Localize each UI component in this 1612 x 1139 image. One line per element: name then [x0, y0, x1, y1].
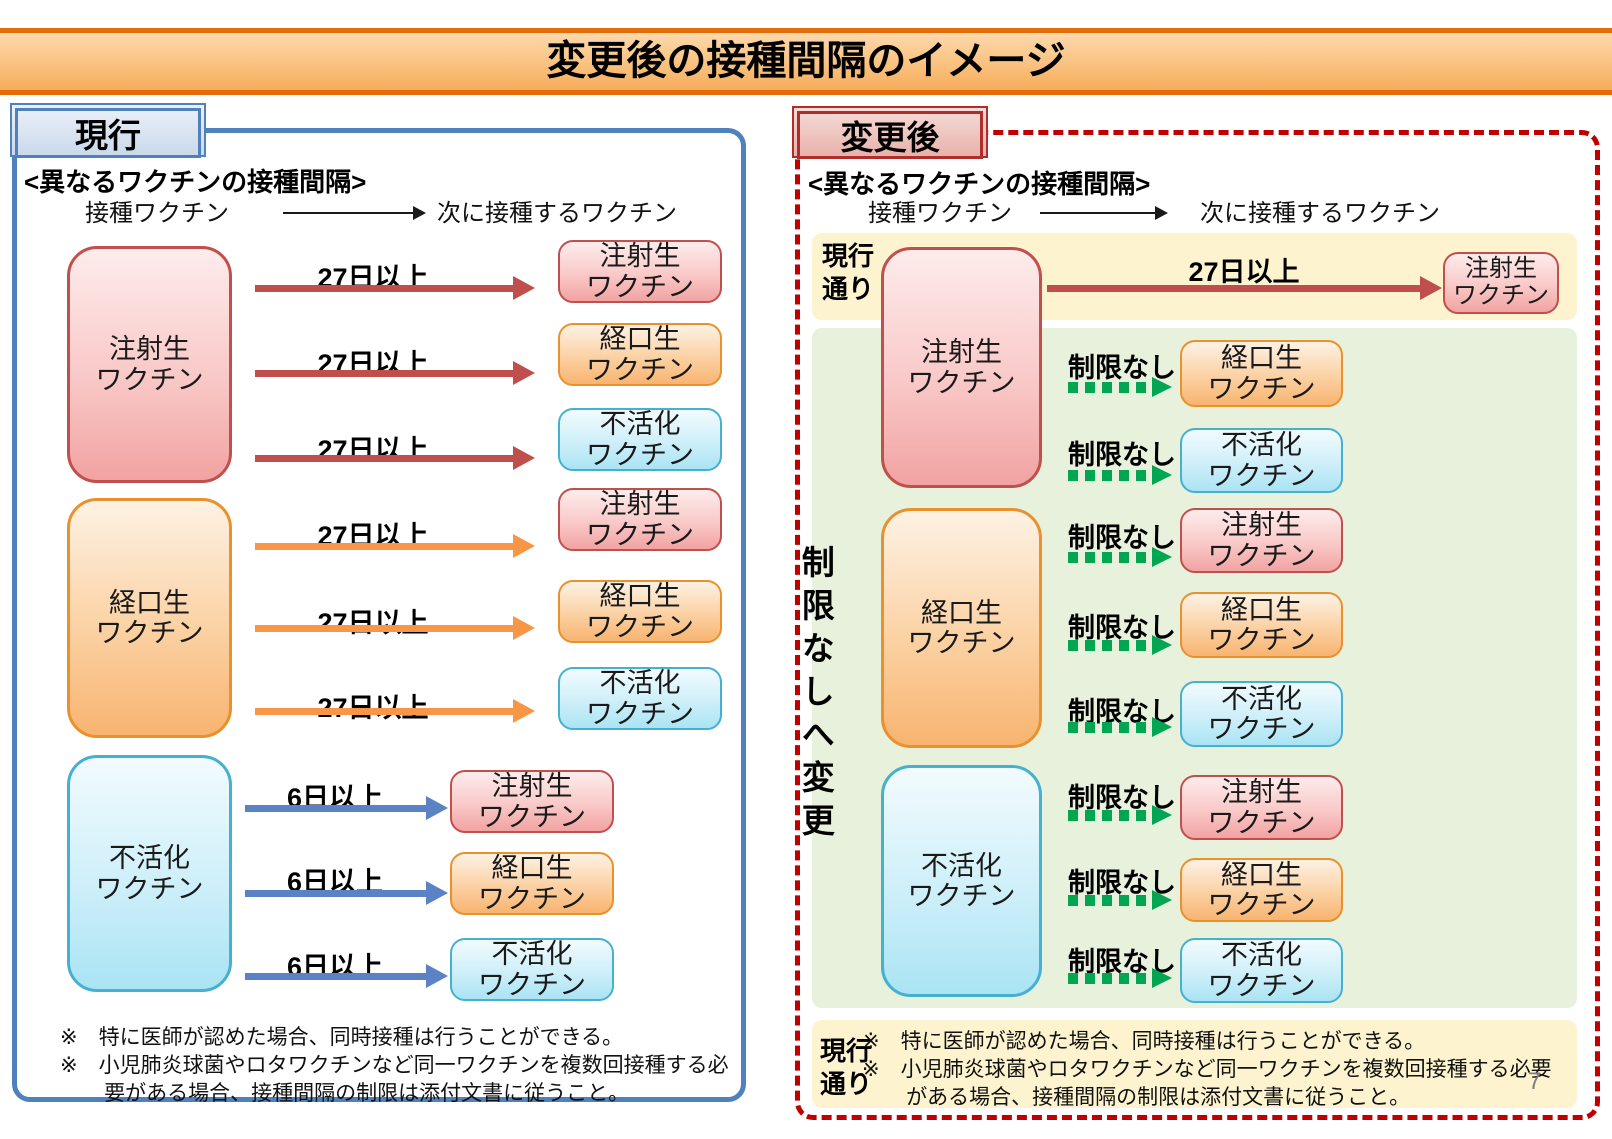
- target-box-injectable-live: 注射生 ワクチン: [558, 240, 722, 303]
- changed-col-to: 次に接種するワクチン: [1200, 200, 1440, 227]
- change-to-no-restriction-label: 制限なしへ変更: [797, 545, 835, 846]
- page-title: 変更後の接種間隔のイメージ: [546, 39, 1066, 83]
- target-box-oral-live: 経口生 ワクチン: [558, 323, 722, 386]
- changed-col-from: 接種ワクチン: [868, 200, 1012, 227]
- top-band-label: 現行 通り: [822, 241, 875, 304]
- target-box-inactivated: 不活化 ワクチン: [450, 938, 614, 1001]
- current-col-from: 接種ワクチン: [85, 200, 229, 227]
- same-as-current-band-bottom: [812, 1020, 1577, 1108]
- current-tab: 現行: [10, 103, 206, 158]
- title-banner: 変更後の接種間隔のイメージ: [0, 28, 1612, 95]
- source-box-oral-live: 経口生 ワクチン: [881, 508, 1042, 748]
- target-box-oral-live: 経口生 ワクチン: [450, 852, 614, 915]
- target-box-injectable-live: 注射生 ワクチン: [558, 488, 722, 551]
- target-box-inactivated: 不活化 ワクチン: [1180, 938, 1343, 1003]
- target-box-oral-live: 経口生 ワクチン: [558, 580, 722, 643]
- source-box-injectable-live: 注射生 ワクチン: [67, 246, 232, 483]
- current-section-title: <異なるワクチンの接種間隔>: [24, 167, 367, 197]
- target-box-inactivated: 不活化 ワクチン: [558, 408, 722, 471]
- note-line: ※ 小児肺炎球菌やロタワクチンなど同一ワクチンを複数回接種する必要がある場合、接…: [60, 1053, 729, 1105]
- bottom-band-label: 現行 通り: [820, 1036, 873, 1099]
- note-line: ※ 特に医師が認めた場合、同時接種は行うことができる。: [862, 1030, 1426, 1053]
- note-line: ※ 小児肺炎球菌やロタワクチンなど同一ワクチンを複数回接種する必要がある場合、接…: [862, 1057, 1552, 1109]
- page-number: 7: [1528, 1068, 1542, 1095]
- current-notes: ※ 特に医師が認めた場合、同時接種は行うことができる。 ※ 小児肺炎球菌やロタワ…: [60, 1024, 746, 1108]
- target-box-injectable-live: 注射生 ワクチン: [450, 770, 614, 833]
- target-box-injectable-live: 注射生 ワクチン: [1443, 252, 1559, 314]
- target-box-injectable-live: 注射生 ワクチン: [1180, 508, 1343, 573]
- column-header-arrow: [283, 206, 426, 220]
- changed-tab: 変更後: [792, 106, 988, 159]
- target-box-oral-live: 経口生 ワクチン: [1180, 592, 1343, 658]
- source-box-inactivated: 不活化 ワクチン: [881, 765, 1042, 997]
- target-box-oral-live: 経口生 ワクチン: [1180, 340, 1343, 407]
- source-box-inactivated: 不活化 ワクチン: [67, 755, 232, 992]
- current-col-to: 次に接種するワクチン: [437, 200, 677, 227]
- current-tab-label: 現行: [15, 108, 201, 158]
- interval-label: 27日以上: [317, 686, 428, 725]
- target-box-oral-live: 経口生 ワクチン: [1180, 858, 1343, 922]
- changed-notes: ※ 特に医師が認めた場合、同時接種は行うことができる。 ※ 小児肺炎球菌やロタワ…: [862, 1028, 1558, 1112]
- target-box-inactivated: 不活化 ワクチン: [1180, 681, 1343, 747]
- column-header-arrow: [1040, 206, 1168, 220]
- source-box-injectable-live: 注射生 ワクチン: [881, 247, 1042, 488]
- interval-label: 27日以上: [1188, 257, 1300, 287]
- interval-label: 27日以上: [317, 608, 429, 638]
- note-line: ※ 特に医師が認めた場合、同時接種は行うことができる。: [60, 1026, 624, 1049]
- changed-section-title: <異なるワクチンの接種間隔>: [808, 169, 1151, 199]
- target-box-injectable-live: 注射生 ワクチン: [1180, 775, 1343, 840]
- target-box-inactivated: 不活化 ワクチン: [1180, 428, 1343, 493]
- target-box-inactivated: 不活化 ワクチン: [558, 667, 722, 730]
- source-box-oral-live: 経口生 ワクチン: [67, 498, 232, 738]
- changed-tab-label: 変更後: [797, 111, 983, 159]
